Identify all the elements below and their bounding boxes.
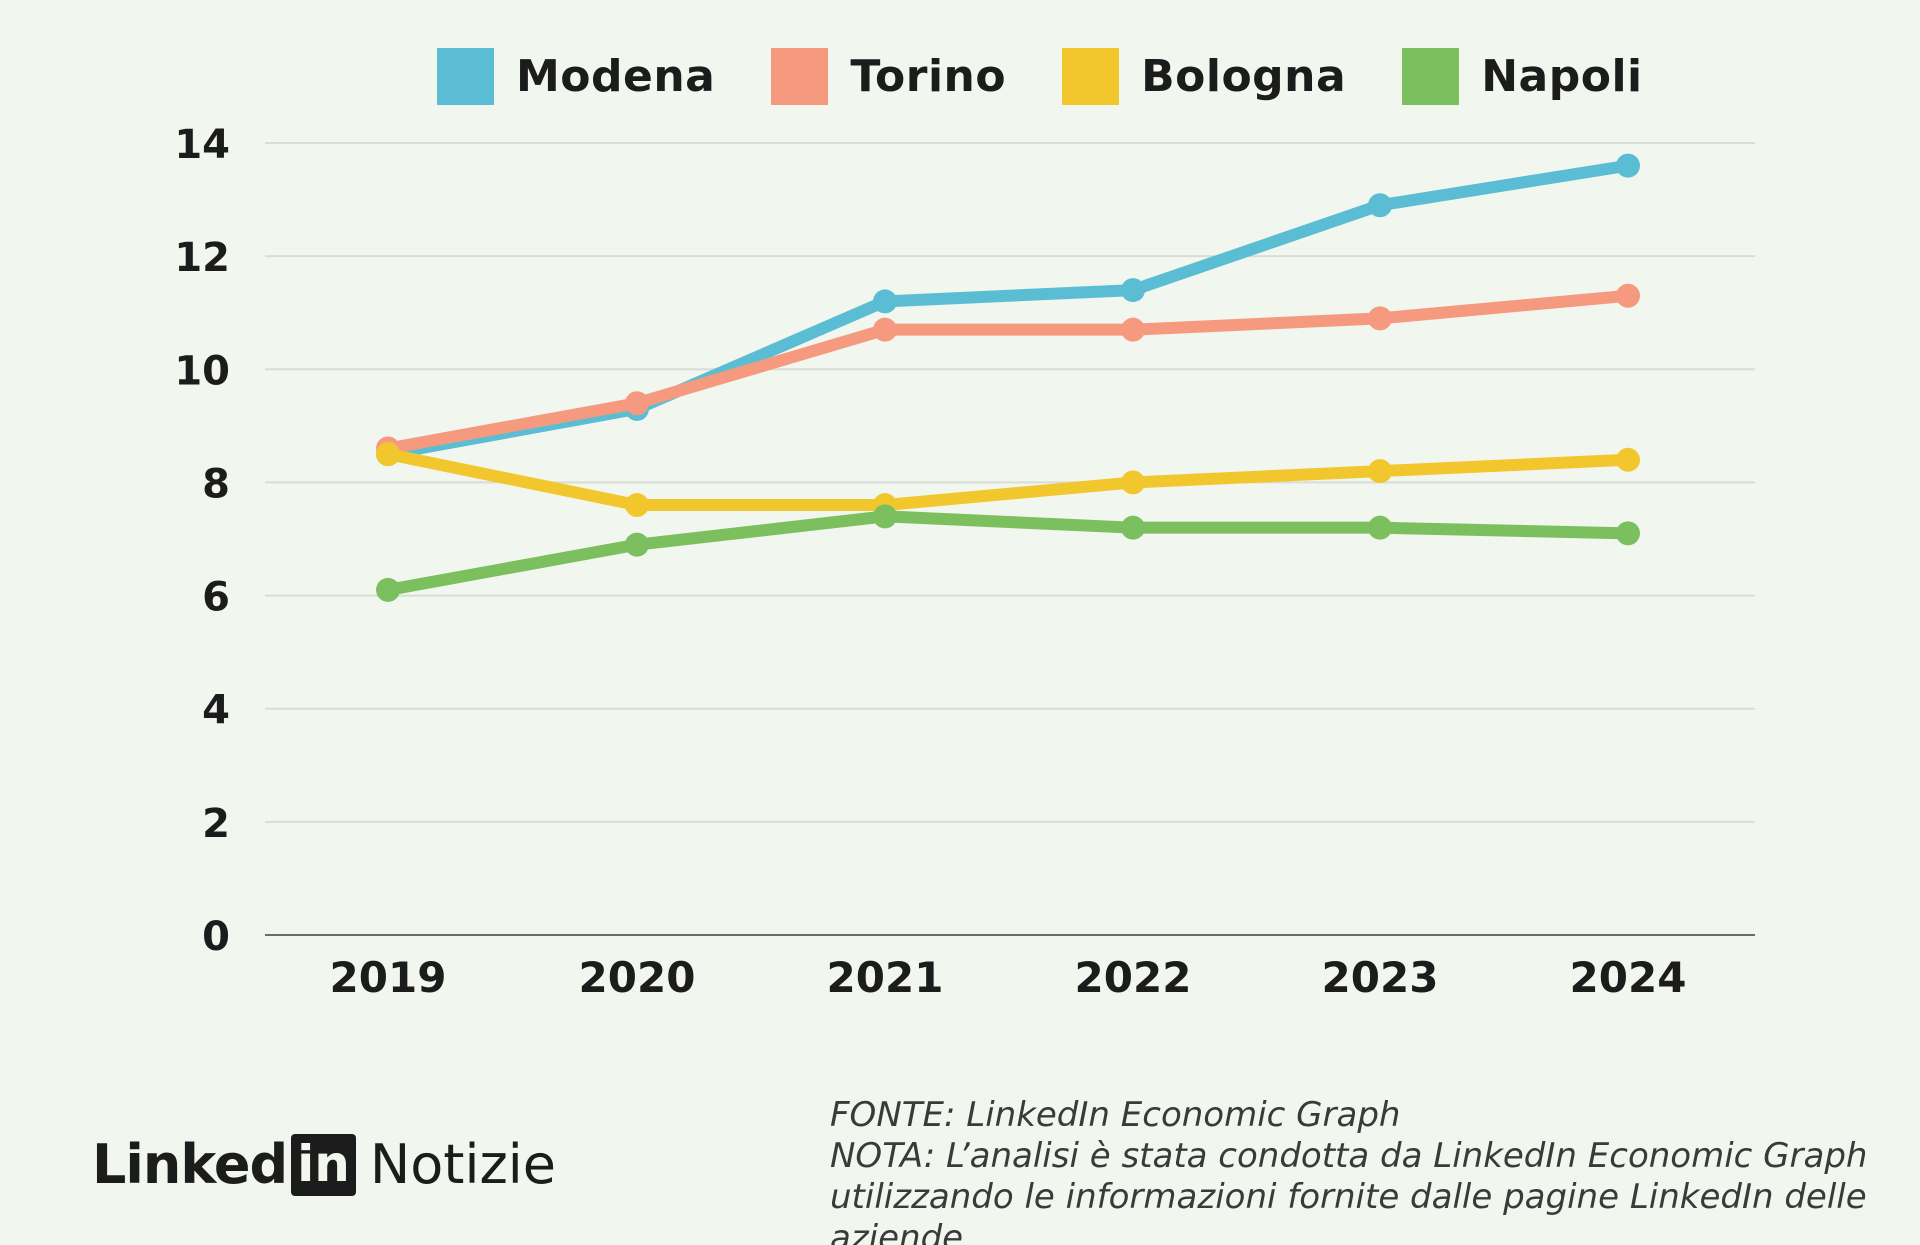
legend-item-modena: Modena — [437, 48, 715, 105]
y-tick-label: 6 — [202, 575, 230, 621]
linkedin-notizie-logo: Linked in Notizie — [92, 1133, 556, 1196]
axes: 0 2 4 6 8 10 12 14 2019 2020 2021 2022 2023 2024 — [174, 122, 1755, 1002]
legend-swatch-bologna — [1062, 48, 1120, 105]
y-tick-label: 12 — [174, 235, 230, 281]
legend-swatch-napoli — [1402, 48, 1460, 105]
y-tick-label: 4 — [202, 688, 230, 734]
x-tick-label: 2022 — [1075, 953, 1192, 1002]
data-point-bologna — [1616, 447, 1640, 472]
data-point-napoli — [1121, 515, 1145, 540]
y-tick-label: 14 — [174, 122, 230, 168]
series-torino — [376, 283, 1640, 461]
data-point-modena — [1121, 278, 1145, 303]
data-point-torino — [1121, 317, 1145, 342]
data-point-modena — [1616, 153, 1640, 178]
data-point-bologna — [376, 442, 400, 467]
y-tick-label: 8 — [202, 461, 230, 507]
series-lines — [376, 153, 1640, 602]
source-line: FONTE: LinkedIn Economic Graph — [830, 1095, 1401, 1135]
data-point-torino — [873, 317, 897, 342]
legend-label-bologna: Bologna — [1141, 51, 1347, 102]
data-point-modena — [1368, 193, 1392, 218]
brand-linked-text: Linked — [92, 1133, 288, 1196]
y-tick-label: 10 — [174, 348, 230, 394]
series-line-bologna — [382, 448, 1634, 512]
data-point-bologna — [625, 493, 649, 518]
series-line-napoli — [382, 510, 1634, 596]
data-point-napoli — [376, 577, 400, 602]
legend-label-napoli: Napoli — [1481, 51, 1643, 102]
note-line-3: aziende — [830, 1218, 964, 1245]
legend-label-modena: Modena — [516, 51, 716, 102]
data-point-torino — [1616, 283, 1640, 308]
legend-label-torino: Torino — [850, 51, 1007, 102]
data-point-bologna — [1121, 470, 1145, 495]
legend-item-napoli: Napoli — [1402, 48, 1642, 105]
series-line-torino — [382, 289, 1634, 455]
data-point-napoli — [1616, 521, 1640, 546]
source-notes: FONTE: LinkedIn Economic Graph NOTA: L’a… — [830, 1095, 1910, 1245]
note-line-1: NOTA: L’analisi è stata condotta da Link… — [830, 1136, 1868, 1176]
data-point-torino — [625, 391, 649, 416]
y-tick-label: 2 — [202, 801, 230, 847]
brand-notizie-text: Notizie — [369, 1133, 557, 1196]
series-napoli — [376, 504, 1640, 602]
note-line-2: utilizzando le informazioni fornite dall… — [830, 1177, 1867, 1217]
legend-swatch-modena — [437, 48, 494, 105]
data-point-napoli — [1368, 515, 1392, 540]
x-tick-label: 2019 — [330, 953, 447, 1002]
data-point-torino — [1368, 306, 1392, 331]
legend-swatch-torino — [771, 48, 829, 105]
data-point-napoli — [873, 504, 897, 529]
grid-lines — [265, 142, 1755, 823]
data-point-napoli — [625, 532, 649, 557]
legend-item-torino: Torino — [771, 48, 1006, 105]
data-point-modena — [873, 289, 897, 314]
x-tick-label: 2023 — [1322, 953, 1439, 1002]
legend-item-bologna: Bologna — [1062, 48, 1346, 105]
series-bologna — [376, 442, 1640, 518]
x-tick-label: 2024 — [1570, 953, 1687, 1002]
x-tick-label: 2020 — [579, 953, 696, 1002]
y-tick-label: 0 — [202, 914, 230, 960]
data-point-bologna — [1368, 459, 1392, 484]
brand-in-box: in — [291, 1133, 356, 1196]
legend: Modena Torino Bologna Napoli — [437, 48, 1699, 105]
x-tick-label: 2021 — [827, 953, 944, 1002]
